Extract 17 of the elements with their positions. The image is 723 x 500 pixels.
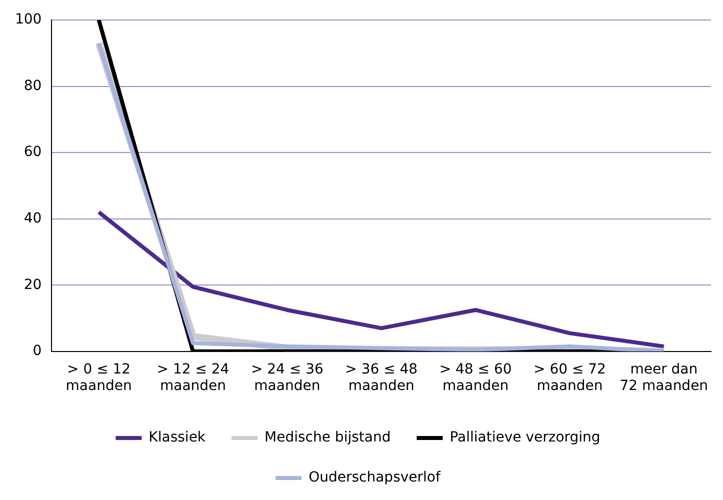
legend-label: Klassiek [148,430,206,446]
x-tick-label: > 48 ≤ 60 maanden [439,361,512,394]
x-tick-label: meer dan 72 maanden [620,361,708,394]
x-tick-label: > 60 ≤ 72 maanden [534,361,606,394]
y-tick-label: 80 [24,78,42,94]
legend-label: Ouderschapsverlof [308,470,442,486]
y-tick-label: 20 [24,276,42,293]
x-tick-label: > 12 ≤ 24 maanden [156,361,230,394]
legend-label: Medische bijstand [264,430,391,446]
x-tick-label: > 24 ≤ 36 maanden [250,361,324,394]
x-tick-label: > 0 ≤ 12 maanden [66,361,132,394]
y-tick-label: 40 [24,210,42,226]
y-tick-label: 60 [24,144,42,160]
legend-label: Palliatieve verzorging [450,430,600,446]
y-tick-label: 100 [14,12,42,28]
y-tick-label: 0 [32,343,42,360]
x-tick-label: > 36 ≤ 48 maanden [345,361,418,394]
